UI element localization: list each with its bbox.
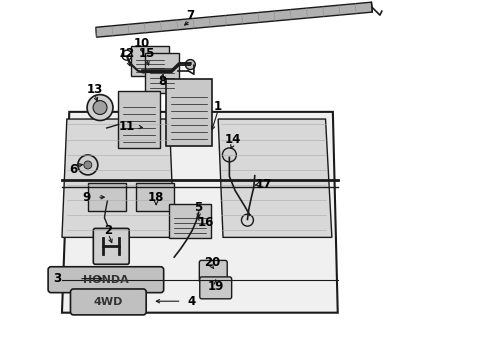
Text: 16: 16 xyxy=(198,216,214,229)
Text: 5: 5 xyxy=(195,202,203,215)
Circle shape xyxy=(93,100,107,114)
Text: 2: 2 xyxy=(104,224,112,237)
Text: 4WD: 4WD xyxy=(94,297,123,307)
FancyBboxPatch shape xyxy=(88,183,126,211)
Text: 18: 18 xyxy=(148,191,164,204)
Text: 3: 3 xyxy=(53,272,61,285)
FancyBboxPatch shape xyxy=(200,277,232,299)
FancyBboxPatch shape xyxy=(131,46,169,76)
Polygon shape xyxy=(96,2,372,37)
Polygon shape xyxy=(62,112,338,313)
Text: 4: 4 xyxy=(187,295,196,308)
Circle shape xyxy=(222,148,236,162)
FancyBboxPatch shape xyxy=(71,289,146,315)
Text: 20: 20 xyxy=(204,256,220,269)
Text: 10: 10 xyxy=(133,37,149,50)
Text: 8: 8 xyxy=(158,75,166,88)
Text: 15: 15 xyxy=(138,47,154,60)
Text: 6: 6 xyxy=(69,163,77,176)
Polygon shape xyxy=(62,119,174,237)
Text: 13: 13 xyxy=(87,83,103,96)
Text: 9: 9 xyxy=(82,191,91,204)
Circle shape xyxy=(84,161,92,169)
Text: 11: 11 xyxy=(119,121,135,134)
Text: 14: 14 xyxy=(224,133,241,146)
FancyBboxPatch shape xyxy=(136,183,173,211)
Circle shape xyxy=(78,155,98,175)
Polygon shape xyxy=(218,119,332,237)
Text: 19: 19 xyxy=(208,280,224,293)
FancyBboxPatch shape xyxy=(170,204,211,238)
FancyBboxPatch shape xyxy=(166,79,212,146)
Text: 7: 7 xyxy=(186,9,195,22)
FancyBboxPatch shape xyxy=(118,91,160,148)
Circle shape xyxy=(87,95,113,121)
FancyBboxPatch shape xyxy=(199,260,227,282)
Text: 12: 12 xyxy=(119,47,135,60)
Text: 1: 1 xyxy=(214,100,222,113)
Circle shape xyxy=(185,59,196,69)
FancyBboxPatch shape xyxy=(48,267,164,293)
Text: HONDA: HONDA xyxy=(83,275,129,285)
Text: 17: 17 xyxy=(255,178,271,191)
FancyBboxPatch shape xyxy=(93,228,129,264)
FancyBboxPatch shape xyxy=(145,53,179,93)
